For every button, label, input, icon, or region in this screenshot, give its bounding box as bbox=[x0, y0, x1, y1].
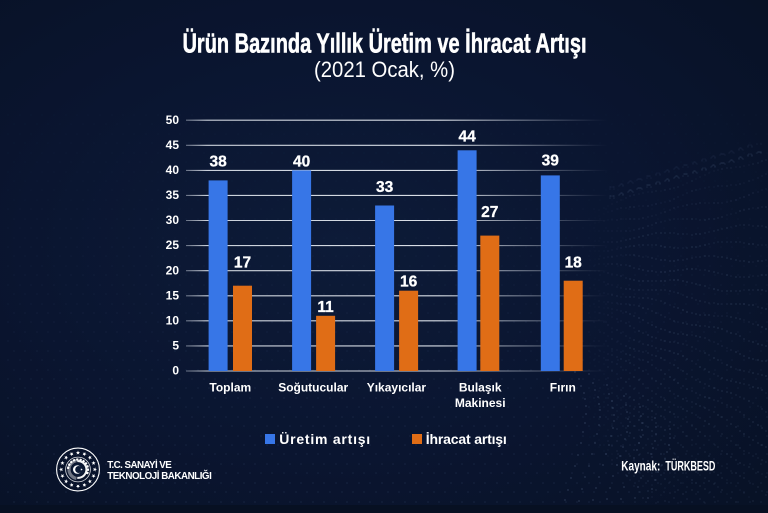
svg-text:30: 30 bbox=[166, 213, 180, 227]
svg-text:18: 18 bbox=[565, 254, 583, 271]
svg-text:Üretim artışı: Üretim artışı bbox=[279, 431, 370, 447]
svg-text:Soğutucular: Soğutucular bbox=[278, 381, 348, 395]
svg-text:38: 38 bbox=[209, 154, 227, 171]
svg-text:Ürün Bazında Yıllık Üretim ve: Ürün Bazında Yıllık Üretim ve İhracat Ar… bbox=[183, 28, 587, 59]
svg-text:TÜRKBESD: TÜRKBESD bbox=[665, 458, 715, 474]
svg-text:(2021 Ocak, %): (2021 Ocak, %) bbox=[314, 57, 455, 82]
svg-text:39: 39 bbox=[542, 153, 560, 170]
svg-text:45: 45 bbox=[166, 138, 180, 152]
svg-text:Fırın: Fırın bbox=[550, 381, 576, 395]
svg-text:44: 44 bbox=[458, 129, 476, 146]
svg-text:Yıkayıcılar: Yıkayıcılar bbox=[367, 381, 427, 395]
svg-text:Kaynak:: Kaynak: bbox=[621, 459, 660, 474]
svg-text:50: 50 bbox=[166, 113, 180, 127]
svg-text:T.C. SANAYİ VE: T.C. SANAYİ VE bbox=[107, 460, 172, 471]
svg-text:25: 25 bbox=[166, 238, 180, 252]
svg-text:40: 40 bbox=[293, 154, 310, 171]
svg-text:16: 16 bbox=[400, 273, 418, 290]
svg-text:40: 40 bbox=[166, 163, 180, 177]
svg-text:Toplam: Toplam bbox=[209, 381, 251, 395]
svg-text:11: 11 bbox=[317, 299, 334, 316]
svg-text:0: 0 bbox=[172, 364, 179, 378]
svg-text:Bulaşık: Bulaşık bbox=[459, 381, 502, 395]
svg-text:Makinesi: Makinesi bbox=[455, 396, 506, 410]
svg-text:İhracat artışı: İhracat artışı bbox=[426, 431, 507, 447]
svg-text:TEKNOLOJİ BAKANLIĞI: TEKNOLOJİ BAKANLIĞI bbox=[107, 470, 212, 482]
svg-text:35: 35 bbox=[166, 188, 180, 202]
svg-text:20: 20 bbox=[166, 263, 180, 277]
svg-text:5: 5 bbox=[172, 339, 179, 353]
svg-text:17: 17 bbox=[234, 254, 251, 271]
svg-text:27: 27 bbox=[481, 204, 498, 221]
svg-text:10: 10 bbox=[166, 313, 180, 327]
svg-text:33: 33 bbox=[376, 179, 394, 196]
svg-text:15: 15 bbox=[166, 288, 180, 302]
